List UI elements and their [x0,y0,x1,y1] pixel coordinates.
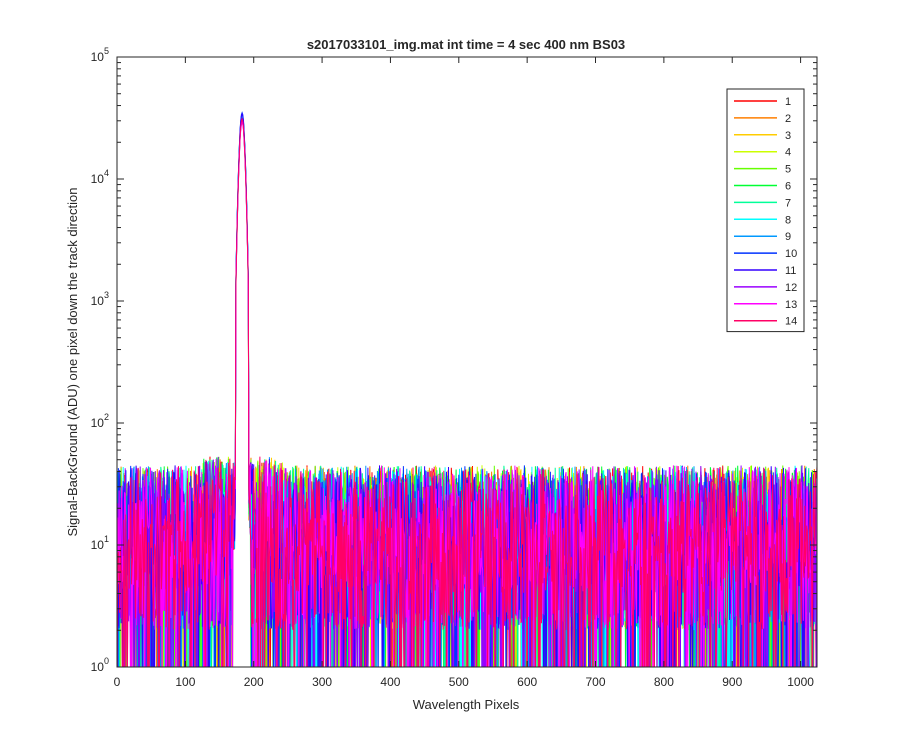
y-tick-label: 102 [91,412,109,430]
x-tick-label: 700 [586,675,606,689]
chart-title: s2017033101_img.mat int time = 4 sec 400… [307,37,625,52]
legend-label-12: 12 [785,282,797,294]
x-tick-label: 400 [380,675,400,689]
legend-label-11: 11 [785,265,796,277]
axes-box [116,56,818,668]
x-tick-label: 300 [312,675,332,689]
x-tick-label: 200 [244,675,264,689]
y-axis-label: Signal-BackGround (ADU) one pixel down t… [65,187,80,536]
y-tick-label: 103 [91,290,109,308]
x-axis-label: Wavelength Pixels [413,697,520,712]
x-tick-label: 1000 [787,675,814,689]
legend-label-10: 10 [785,248,797,260]
axes: 0 100 200 300 400 500 600 700 800 900 100010010110… [91,46,818,689]
legend-label-4: 4 [785,147,791,159]
legend-label-8: 8 [785,214,791,226]
legend-label-6: 6 [785,181,791,193]
y-tick-label: 104 [91,168,109,186]
x-tick-label: 800 [654,675,674,689]
legend-label-14: 14 [785,316,797,328]
x-tick-label: 0 [114,675,121,689]
y-tick-label: 105 [91,46,109,64]
legend-label-5: 5 [785,164,791,176]
x-tick-label: 500 [449,675,469,689]
plot-area [117,111,817,667]
legend-label-9: 9 [785,231,791,243]
y-tick-label: 101 [91,534,109,552]
legend-label-2: 2 [785,113,791,125]
x-tick-label: 900 [722,675,742,689]
series-line-14 [117,117,817,667]
legend-label-1: 1 [785,96,791,108]
legend-label-7: 7 [785,197,791,209]
legend-box [726,88,805,333]
legend-label-3: 3 [785,130,791,142]
x-tick-label: 100 [175,675,195,689]
y-tick-label: 100 [91,656,109,674]
legend-label-13: 13 [785,299,797,311]
x-tick-label: 600 [517,675,537,689]
